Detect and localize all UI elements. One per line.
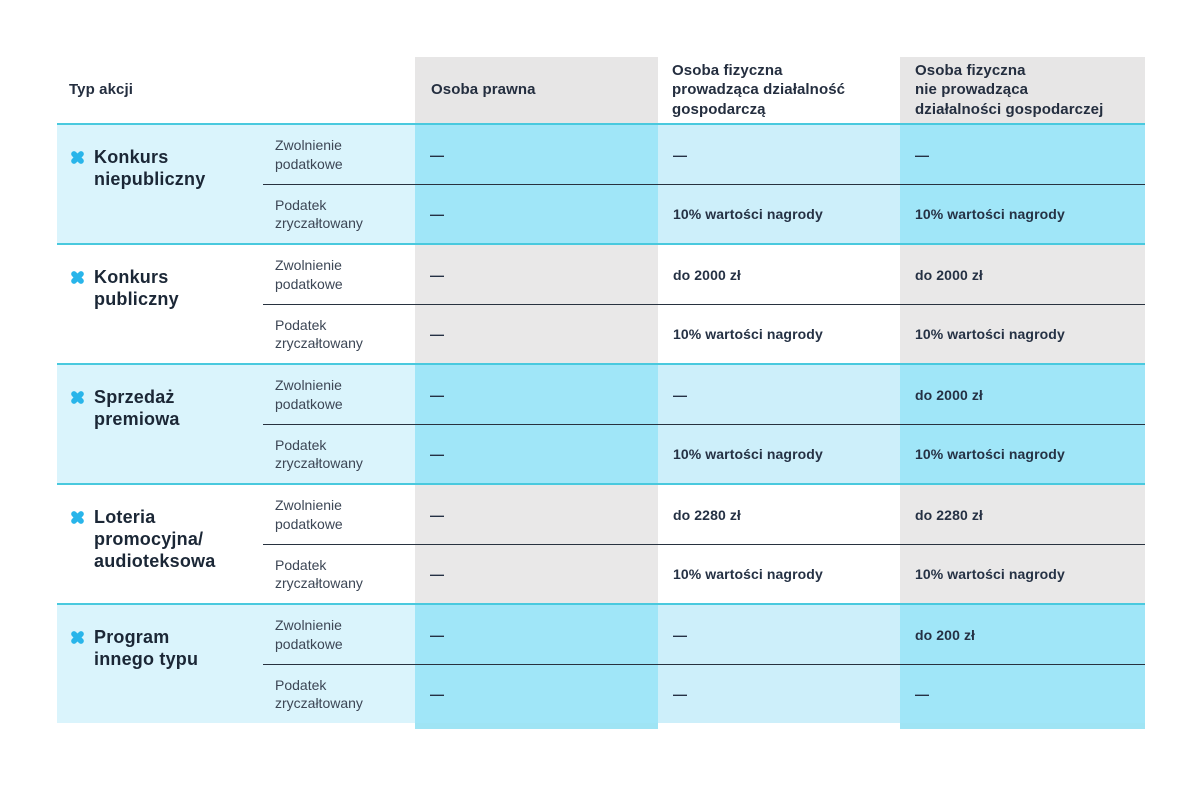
table-cell: — — [415, 304, 658, 363]
row-group-konkurs-niepubliczny: Konkurs niepubliczny Zwolnienie podatkow… — [57, 123, 1145, 243]
tax-rule-label: Podatek zryczałtowany — [263, 664, 415, 723]
action-type-label: Sprzedaż premiowa — [94, 387, 180, 429]
table-cell: — — [900, 664, 1145, 723]
x-mark-icon — [69, 269, 86, 286]
x-mark-icon — [69, 149, 86, 166]
table-cell: — — [415, 605, 658, 664]
tax-rule-label: Podatek zryczałtowany — [263, 304, 415, 363]
tax-rule-label: Podatek zryczałtowany — [263, 184, 415, 243]
action-type-cell: Program innego typu — [57, 605, 263, 723]
tax-rule-label: Podatek zryczałtowany — [263, 544, 415, 603]
action-type-label: Konkurs publiczny — [94, 267, 179, 309]
column-header-typ-akcji: Typ akcji — [69, 81, 133, 99]
table-cell: 10% wartości nagrody — [900, 184, 1145, 243]
x-mark-icon — [69, 509, 86, 526]
tax-rule-label: Zwolnienie podatkowe — [263, 365, 415, 424]
table-cell: — — [415, 544, 658, 603]
action-type-label: Loteria promocyjna/ audioteksowa — [94, 507, 216, 571]
table-cell: 10% wartości nagrody — [900, 544, 1145, 603]
column-header-osoba-fizyczna-bez-dzialalnosci: Osoba fizyczna nie prowadząca działalnoś… — [900, 57, 1145, 123]
x-mark-icon — [69, 389, 86, 406]
table-cell: — — [415, 125, 658, 184]
table-cell: 10% wartości nagrody — [900, 424, 1145, 483]
column-header-osoba-fizyczna-dzialalnosc: Osoba fizyczna prowadząca działalność go… — [672, 61, 846, 118]
tax-rule-label: Zwolnienie podatkowe — [263, 125, 415, 184]
action-type-cell: Konkurs niepubliczny — [57, 125, 263, 243]
table-cell: — — [415, 365, 658, 424]
table-cell: — — [900, 125, 1145, 184]
table-cell: do 2000 zł — [900, 365, 1145, 424]
table-cell: 10% wartości nagrody — [658, 424, 900, 483]
tax-rule-label: Zwolnienie podatkowe — [263, 605, 415, 664]
table-cell: do 200 zł — [900, 605, 1145, 664]
table-cell: 10% wartości nagrody — [900, 304, 1145, 363]
action-type-label: Konkurs niepubliczny — [94, 147, 206, 189]
table-cell: — — [415, 424, 658, 483]
table-cell: — — [415, 664, 658, 723]
table-cell: 10% wartości nagrody — [658, 184, 900, 243]
table-cell: — — [415, 485, 658, 544]
table-cell: — — [415, 184, 658, 243]
action-type-cell: Loteria promocyjna/ audioteksowa — [57, 485, 263, 603]
row-group-konkurs-publiczny: Konkurs publiczny Zwolnienie podatkowe —… — [57, 243, 1145, 363]
table-header: Typ akcji Osoba prawna Osoba fizyczna pr… — [57, 57, 1145, 123]
table-cell: do 2280 zł — [673, 506, 741, 523]
tax-rule-label: Zwolnienie podatkowe — [275, 497, 343, 532]
table-cell: — — [658, 664, 900, 723]
tax-rule-label: Podatek zryczałtowany — [263, 424, 415, 483]
action-type-label: Program innego typu — [94, 627, 199, 669]
table-cell: do 2280 zł — [900, 485, 1145, 544]
row-group-sprzedaz-premiowa: Sprzedaż premiowa Zwolnienie podatkowe —… — [57, 363, 1145, 483]
table-cell: do 2000 zł — [673, 266, 741, 283]
action-type-cell: Konkurs publiczny — [57, 245, 263, 363]
table-cell: — — [415, 245, 658, 304]
table-cell: 10% wartości nagrody — [658, 544, 900, 603]
column-header-osoba-prawna: Osoba prawna — [415, 57, 658, 123]
table-cell: — — [658, 125, 900, 184]
x-mark-icon — [69, 629, 86, 646]
column-stripe-extension — [57, 723, 1145, 729]
row-group-program-innego-typu: Program innego typu Zwolnienie podatkowe… — [57, 603, 1145, 723]
row-group-loteria: Loteria promocyjna/ audioteksowa Zwolnie… — [57, 483, 1145, 603]
table-cell: — — [658, 605, 900, 664]
table-cell: 10% wartości nagrody — [658, 304, 900, 363]
tax-rule-label: Zwolnienie podatkowe — [275, 257, 343, 292]
table-cell: — — [658, 365, 900, 424]
table-cell: do 2000 zł — [900, 245, 1145, 304]
action-type-cell: Sprzedaż premiowa — [57, 365, 263, 483]
tax-comparison-table: Typ akcji Osoba prawna Osoba fizyczna pr… — [57, 57, 1145, 729]
